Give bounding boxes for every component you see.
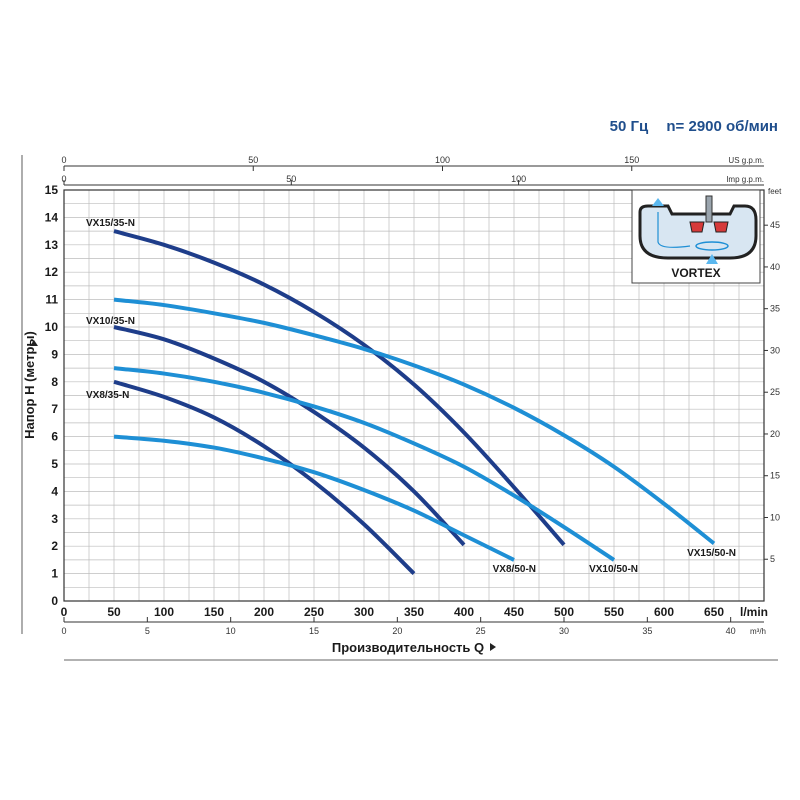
y-tick-label: 10 xyxy=(45,320,59,334)
frequency-header: 50 Гц n= 2900 об/мин xyxy=(596,118,778,135)
us-gpm-tick-label: 150 xyxy=(624,155,639,165)
x-tick-label: 0 xyxy=(61,605,68,619)
imp-gpm-unit-label: Imp g.p.m. xyxy=(726,175,764,184)
x-axis-title: Производительность Q xyxy=(332,640,484,655)
y-axis-arrow-icon xyxy=(30,340,38,346)
us-gpm-tick-label: 0 xyxy=(61,155,66,165)
imp-gpm-tick-label: 100 xyxy=(511,174,526,184)
m3h-tick-label: 10 xyxy=(226,626,236,636)
us-gpm-unit-label: US g.p.m. xyxy=(728,156,764,165)
x-tick-label: 500 xyxy=(554,605,574,619)
x-unit-label: l/min xyxy=(740,605,768,619)
m3h-tick-label: 25 xyxy=(476,626,486,636)
m3h-tick-label: 0 xyxy=(61,626,66,636)
curve-vx8-35-n xyxy=(113,379,416,576)
speed-label: n= 2900 об/мин xyxy=(666,118,778,135)
y-tick-label: 15 xyxy=(45,183,59,197)
y-tick-label: 6 xyxy=(51,430,58,444)
frequency-label: 50 Гц xyxy=(609,118,649,135)
imp-gpm-tick-label: 0 xyxy=(61,174,66,184)
feet-tick-label: 30 xyxy=(770,345,780,355)
x-tick-label: 150 xyxy=(204,605,224,619)
y-tick-label: 12 xyxy=(45,265,59,279)
impeller-icon xyxy=(689,221,729,233)
feet-tick-label: 35 xyxy=(770,304,780,314)
curve-label-vx10-35-n: VX10/35-N xyxy=(86,316,135,327)
x-tick-label: 600 xyxy=(654,605,674,619)
curve-vx10-50-n xyxy=(113,366,616,562)
y-tick-label: 8 xyxy=(51,375,58,389)
m3h-tick-label: 15 xyxy=(309,626,319,636)
m3h-unit-label: m³/h xyxy=(750,627,766,636)
x-tick-label: 250 xyxy=(304,605,324,619)
vortex-swirl-icon xyxy=(695,241,729,251)
y-tick-label: 7 xyxy=(51,402,58,416)
curve-vx8-50-n xyxy=(113,434,515,562)
y-tick-label: 2 xyxy=(51,539,58,553)
y-axis-title: Напор H (метры) xyxy=(22,331,37,439)
curve-vx15-50-n xyxy=(113,297,716,546)
m3h-tick-label: 20 xyxy=(392,626,402,636)
y-tick-label: 5 xyxy=(51,457,58,471)
us-gpm-tick-label: 100 xyxy=(435,155,450,165)
x-tick-label: 550 xyxy=(604,605,624,619)
inset-label: VORTEX xyxy=(671,266,720,280)
x-axis-arrow-icon xyxy=(490,643,496,651)
curve-label-vx15-50-n: VX15/50-N xyxy=(687,548,736,559)
plot-frame xyxy=(63,189,765,602)
feet-tick-label: 25 xyxy=(770,387,780,397)
m3h-tick-label: 40 xyxy=(726,626,736,636)
flow-line-icon xyxy=(657,212,691,248)
x-tick-label: 300 xyxy=(354,605,374,619)
y-tick-label: 11 xyxy=(45,293,58,307)
x-tick-label: 50 xyxy=(107,605,121,619)
m3h-tick-label: 35 xyxy=(642,626,652,636)
plot-border xyxy=(63,189,765,602)
feet-tick-label: 45 xyxy=(770,220,780,230)
x-tick-label: 100 xyxy=(154,605,174,619)
x-tick-label: 200 xyxy=(254,605,274,619)
x-tick-label: 450 xyxy=(504,605,524,619)
y-tick-label: 14 xyxy=(45,210,59,224)
y-tick-label: 0 xyxy=(51,594,58,608)
curve-label-vx10-50-n: VX10/50-N xyxy=(589,564,638,575)
feet-unit-label: feet xyxy=(768,187,782,196)
x-tick-label: 650 xyxy=(704,605,724,619)
m3h-tick-label: 5 xyxy=(145,626,150,636)
curve-label-vx8-50-n: VX8/50-N xyxy=(493,564,536,575)
curve-label-vx15-35-n: VX15/35-N xyxy=(86,218,135,229)
y-tick-label: 1 xyxy=(51,567,58,581)
shaft-icon xyxy=(705,195,713,223)
us-gpm-tick-label: 50 xyxy=(248,155,258,165)
y-tick-label: 9 xyxy=(51,347,58,361)
y-tick-label: 4 xyxy=(51,484,58,498)
feet-tick-label: 10 xyxy=(770,512,780,522)
vortex-inset: VORTEX xyxy=(631,189,761,284)
y-tick-label: 13 xyxy=(45,238,59,252)
outlet-arrow-icon xyxy=(652,198,664,206)
x-tick-label: 400 xyxy=(454,605,474,619)
curve-vx15-35-n xyxy=(113,229,566,547)
feet-tick-label: 40 xyxy=(770,262,780,272)
m3h-tick-label: 30 xyxy=(559,626,569,636)
inlet-arrow-icon xyxy=(706,254,718,264)
curve-labels: VX15/35-N VX10/35-N VX8/35-N VX15/50-N VX10/… xyxy=(86,218,736,575)
feet-tick-label: 20 xyxy=(770,429,780,439)
feet-tick-label: 5 xyxy=(770,554,775,564)
x-tick-label: 350 xyxy=(404,605,424,619)
feet-tick-label: 15 xyxy=(770,471,780,481)
y-tick-label: 3 xyxy=(51,512,58,526)
imp-gpm-tick-label: 50 xyxy=(286,174,296,184)
curve-label-vx8-35-n: VX8/35-N xyxy=(86,390,129,401)
curves xyxy=(113,229,716,576)
